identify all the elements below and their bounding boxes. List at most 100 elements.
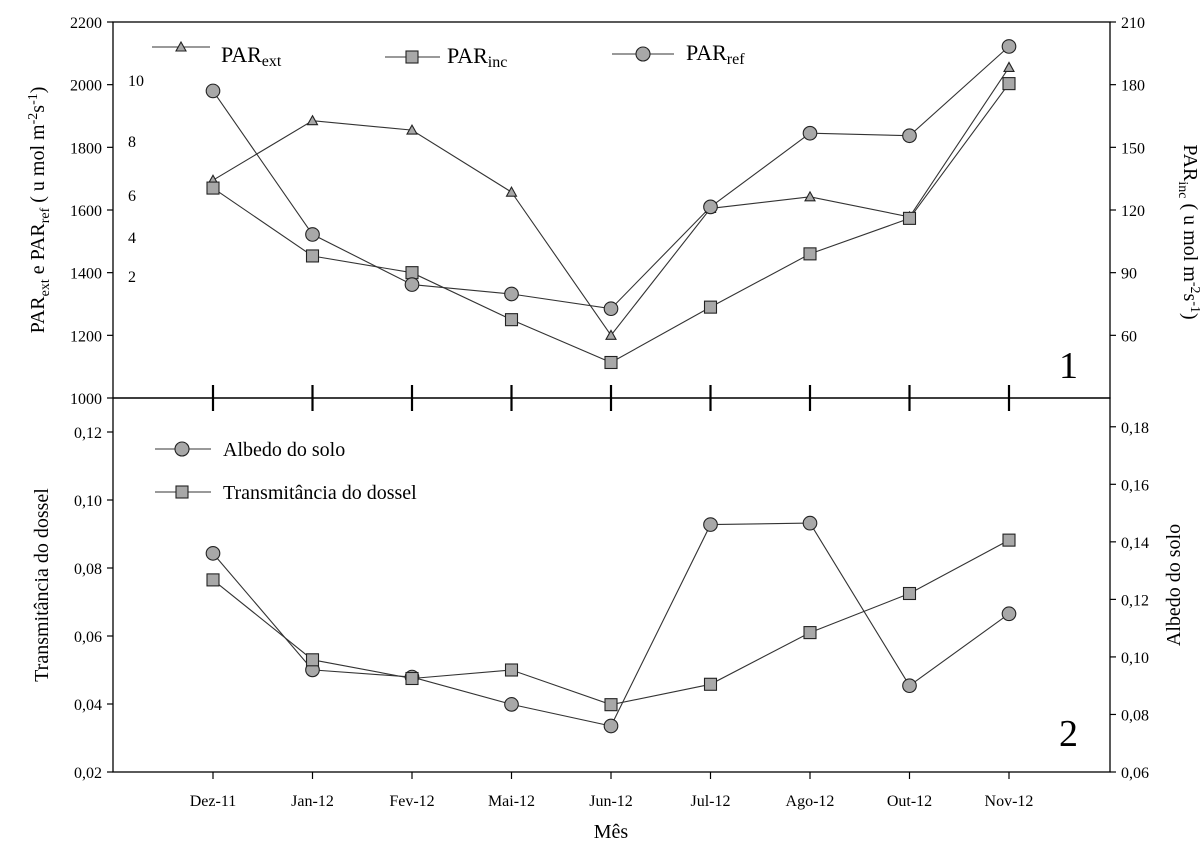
circle-marker-icon bbox=[635, 46, 651, 62]
legend-label: Transmitância do dossel bbox=[223, 482, 417, 504]
x-tick-label: Ago-12 bbox=[786, 793, 835, 810]
panel-1-number: 1 bbox=[1059, 345, 1078, 387]
y-right-tick-label: 0,08 bbox=[1121, 707, 1149, 724]
y-left-tick-label: 0,12 bbox=[74, 425, 102, 442]
triangle-marker bbox=[804, 190, 816, 202]
circle-marker bbox=[504, 697, 519, 712]
panel-2-number: 2 bbox=[1059, 713, 1078, 755]
triangle-marker bbox=[306, 114, 319, 126]
square-marker bbox=[1002, 77, 1016, 91]
tick-labels: 1200140016001800200022001000609012015018… bbox=[70, 15, 1149, 810]
square-marker bbox=[405, 671, 419, 686]
y-right-tick-label: 0,14 bbox=[1121, 535, 1149, 552]
legend-label: PARext bbox=[221, 42, 282, 70]
triangle-marker bbox=[505, 186, 518, 197]
inner-tick-label: 6 bbox=[128, 188, 136, 205]
x-tick-label: Jul-12 bbox=[691, 793, 731, 810]
series-line-p2-0 bbox=[212, 522, 1010, 727]
y-right-tick-label: 90 bbox=[1121, 266, 1137, 283]
inner-tick-label: 4 bbox=[128, 230, 136, 247]
y-left-tick-label: 1000 bbox=[70, 391, 102, 408]
circle-marker bbox=[603, 718, 619, 734]
y-right-tick-label: 0,10 bbox=[1121, 650, 1149, 667]
inner-tick-label: 2 bbox=[128, 269, 136, 286]
y-left-tick-label: 0,10 bbox=[74, 493, 102, 510]
square-marker bbox=[504, 663, 519, 677]
square-marker bbox=[504, 313, 519, 327]
square-marker bbox=[703, 300, 718, 314]
legend-item-transmitancia: Transmitância do dossel bbox=[155, 482, 417, 504]
panel-1-right-axis-title: PARinc( u mol m-2s-1) bbox=[1175, 144, 1201, 319]
series-line-p1-1 bbox=[212, 83, 1010, 364]
y-left-tick-label: 1800 bbox=[70, 140, 102, 157]
circle-marker bbox=[305, 227, 320, 242]
square-marker bbox=[604, 698, 618, 712]
y-right-tick-label: 0,16 bbox=[1121, 477, 1149, 494]
x-tick-label: Fev-12 bbox=[389, 793, 434, 810]
inner-tick-label: 8 bbox=[128, 134, 136, 151]
axis-ticks bbox=[107, 21, 1116, 779]
y-left-tick-label: 2200 bbox=[70, 15, 102, 32]
inner-tick-label: 10 bbox=[128, 73, 144, 90]
x-tick-label: Jan-12 bbox=[291, 793, 334, 810]
circle-marker bbox=[1001, 606, 1017, 622]
circle-marker bbox=[703, 199, 718, 215]
y-left-tick-label: 1600 bbox=[70, 203, 102, 220]
y-left-tick-label: 0,04 bbox=[74, 697, 102, 714]
panel-1-frame bbox=[112, 21, 1111, 399]
circle-marker bbox=[504, 286, 519, 302]
legend-item-albedo: Albedo do solo bbox=[155, 439, 345, 461]
series-markers bbox=[205, 39, 1017, 734]
panel-2-left-axis-title: Transmitância do dossel bbox=[31, 488, 53, 682]
series-line-p1-0 bbox=[212, 67, 1010, 337]
y-right-tick-label: 150 bbox=[1121, 140, 1145, 157]
circle-marker bbox=[603, 301, 619, 317]
y-left-tick-label: 2000 bbox=[70, 78, 102, 95]
panel-2-right-axis-title: Albedo do solo bbox=[1163, 524, 1185, 646]
circle-marker bbox=[404, 277, 420, 292]
y-right-tick-label: 210 bbox=[1121, 15, 1145, 32]
legend-label: Albedo do solo bbox=[223, 439, 345, 461]
square-marker bbox=[305, 249, 320, 263]
square-marker bbox=[803, 247, 817, 261]
square-marker bbox=[1002, 533, 1016, 547]
triangle-marker bbox=[605, 329, 617, 340]
circle-marker-icon bbox=[174, 441, 190, 457]
square-marker bbox=[206, 573, 220, 587]
x-axis-title: Mês bbox=[594, 821, 629, 843]
y-right-tick-label: 0,18 bbox=[1121, 420, 1149, 437]
square-marker-icon bbox=[175, 485, 189, 499]
x-tick-label: Nov-12 bbox=[985, 793, 1034, 810]
square-marker bbox=[604, 355, 618, 370]
series-line-p1-2 bbox=[212, 45, 1010, 310]
triangle-marker bbox=[406, 123, 418, 135]
panel-1-left-axis-title: PARext e PARref( u mol m-2s-1) bbox=[26, 87, 53, 334]
y-right-tick-label: 0,06 bbox=[1121, 765, 1149, 782]
panel-2-legend: Albedo do solo Transmitância do dossel bbox=[155, 439, 417, 504]
y-left-tick-label: 1200 bbox=[70, 328, 102, 345]
y-right-tick-label: 0,12 bbox=[1121, 592, 1149, 609]
y-right-tick-label: 120 bbox=[1121, 203, 1145, 220]
legend-item-par-inc: PARinc bbox=[385, 43, 507, 71]
y-left-tick-label: 1400 bbox=[70, 266, 102, 283]
square-marker bbox=[902, 586, 917, 601]
x-tick-label: Out-12 bbox=[887, 793, 932, 810]
square-marker-icon bbox=[405, 50, 419, 64]
circle-marker bbox=[902, 128, 917, 144]
legend-item-par-ref: PARref bbox=[612, 40, 745, 68]
circle-marker bbox=[205, 546, 221, 561]
square-marker bbox=[703, 677, 718, 691]
series-line-p2-1 bbox=[212, 539, 1010, 706]
square-marker bbox=[405, 266, 419, 280]
x-tick-label: Dez-11 bbox=[190, 793, 237, 810]
circle-marker bbox=[802, 515, 818, 531]
panel-1-legend: PARext PARinc PARref bbox=[152, 40, 745, 71]
square-marker bbox=[305, 653, 320, 667]
legend-label: PARref bbox=[686, 40, 745, 68]
x-tick-label: Mai-12 bbox=[488, 793, 535, 810]
square-marker bbox=[902, 211, 917, 225]
square-marker bbox=[803, 626, 817, 640]
legend-label: PARinc bbox=[447, 43, 507, 71]
circle-marker bbox=[902, 678, 917, 694]
